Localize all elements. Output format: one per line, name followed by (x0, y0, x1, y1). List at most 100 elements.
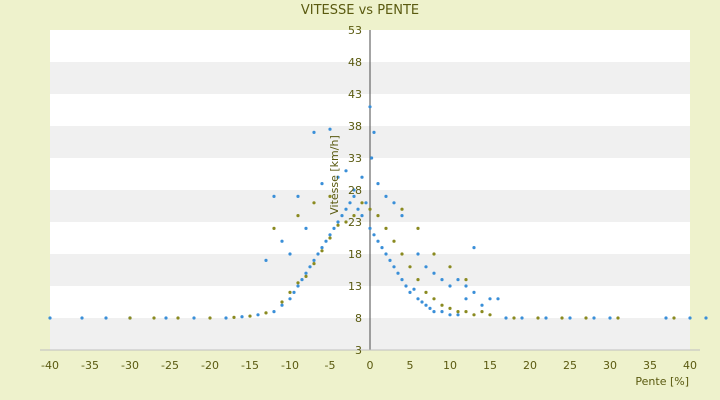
data-point (176, 316, 180, 320)
x-tick-label: 10 (443, 359, 457, 372)
data-point (328, 194, 332, 198)
data-point (80, 316, 84, 320)
y-tick-label: 8 (355, 312, 362, 325)
data-point (412, 287, 416, 291)
x-tick-label: 30 (603, 359, 617, 372)
data-point (432, 310, 436, 314)
data-point (384, 252, 388, 256)
data-point (304, 226, 308, 230)
x-tick-label: 25 (563, 359, 577, 372)
data-point (464, 284, 468, 288)
data-point (592, 316, 596, 320)
data-point (448, 265, 452, 269)
data-point (232, 315, 236, 319)
data-point (224, 316, 228, 320)
data-point (424, 303, 428, 307)
data-point (348, 201, 352, 205)
data-point (264, 311, 268, 315)
data-point (368, 207, 372, 211)
data-point (344, 220, 348, 224)
y-tick-label: 13 (348, 280, 362, 293)
y-tick-label: 53 (348, 24, 362, 37)
data-point (384, 226, 388, 230)
data-point (312, 201, 316, 205)
x-tick-label: 15 (483, 359, 497, 372)
data-point (400, 214, 404, 218)
data-point (448, 306, 452, 310)
data-point (512, 316, 516, 320)
x-tick-label: 40 (683, 359, 697, 372)
data-point (544, 316, 548, 320)
data-point (504, 316, 508, 320)
data-point (440, 278, 444, 282)
data-points (48, 105, 708, 320)
tick-labels: -40 -35 -30 -25 -20 -15 -10 -5 0 5 10 15 20 25 30 35 40 3… (41, 24, 697, 372)
data-point (672, 316, 676, 320)
data-point (704, 316, 708, 320)
data-point (248, 314, 252, 318)
data-point (364, 201, 368, 205)
data-point (424, 290, 428, 294)
data-point (328, 127, 332, 131)
data-point (360, 214, 364, 218)
y-tick-label: 38 (348, 120, 362, 133)
data-point (340, 214, 344, 218)
data-point (280, 300, 284, 304)
data-point (296, 281, 300, 285)
data-point (296, 214, 300, 218)
data-point (368, 105, 372, 109)
y-tick-label: 18 (348, 248, 362, 261)
data-point (152, 316, 156, 320)
data-point (416, 252, 420, 256)
data-point (296, 194, 300, 198)
data-point (328, 233, 332, 237)
data-point (352, 214, 356, 218)
data-point (472, 290, 476, 294)
data-point (616, 316, 620, 320)
data-point (360, 201, 364, 205)
x-tick-label: -20 (201, 359, 219, 372)
x-tick-label: 0 (367, 359, 374, 372)
data-point (292, 290, 296, 294)
y-tick-label: 48 (348, 56, 362, 69)
x-tick-label: -5 (325, 359, 336, 372)
data-point (312, 258, 316, 262)
data-point (496, 297, 500, 301)
data-point (408, 265, 412, 269)
data-point (400, 252, 404, 256)
data-point (360, 175, 364, 179)
data-point (296, 284, 300, 288)
data-point (356, 207, 360, 211)
x-tick-label: -30 (121, 359, 139, 372)
data-point (456, 310, 460, 314)
data-point (420, 300, 424, 304)
x-axis-label: Pente [%] (635, 375, 689, 388)
data-point (128, 316, 132, 320)
data-point (288, 290, 292, 294)
x-tick-label: -35 (81, 359, 99, 372)
data-point (448, 284, 452, 288)
y-tick-label: 28 (348, 184, 362, 197)
data-point (272, 226, 276, 230)
data-point (404, 284, 408, 288)
data-point (520, 316, 524, 320)
data-point (384, 194, 388, 198)
data-point (368, 226, 372, 230)
data-point (392, 265, 396, 269)
x-tick-label: -10 (281, 359, 299, 372)
data-point (208, 316, 212, 320)
data-point (392, 239, 396, 243)
data-point (192, 316, 196, 320)
x-tick-label: 35 (643, 359, 657, 372)
data-point (372, 233, 376, 237)
data-point (372, 130, 376, 134)
data-point (376, 239, 380, 243)
data-point (408, 290, 412, 294)
data-point (352, 194, 356, 198)
data-point (464, 310, 468, 314)
data-point (316, 252, 320, 256)
data-point (456, 313, 460, 317)
data-point (308, 265, 312, 269)
